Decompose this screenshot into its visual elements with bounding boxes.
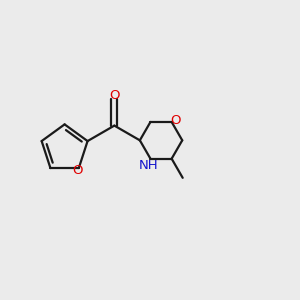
Text: O: O xyxy=(170,114,180,127)
Text: O: O xyxy=(72,164,83,177)
Text: NH: NH xyxy=(139,159,159,172)
Text: O: O xyxy=(109,89,120,102)
